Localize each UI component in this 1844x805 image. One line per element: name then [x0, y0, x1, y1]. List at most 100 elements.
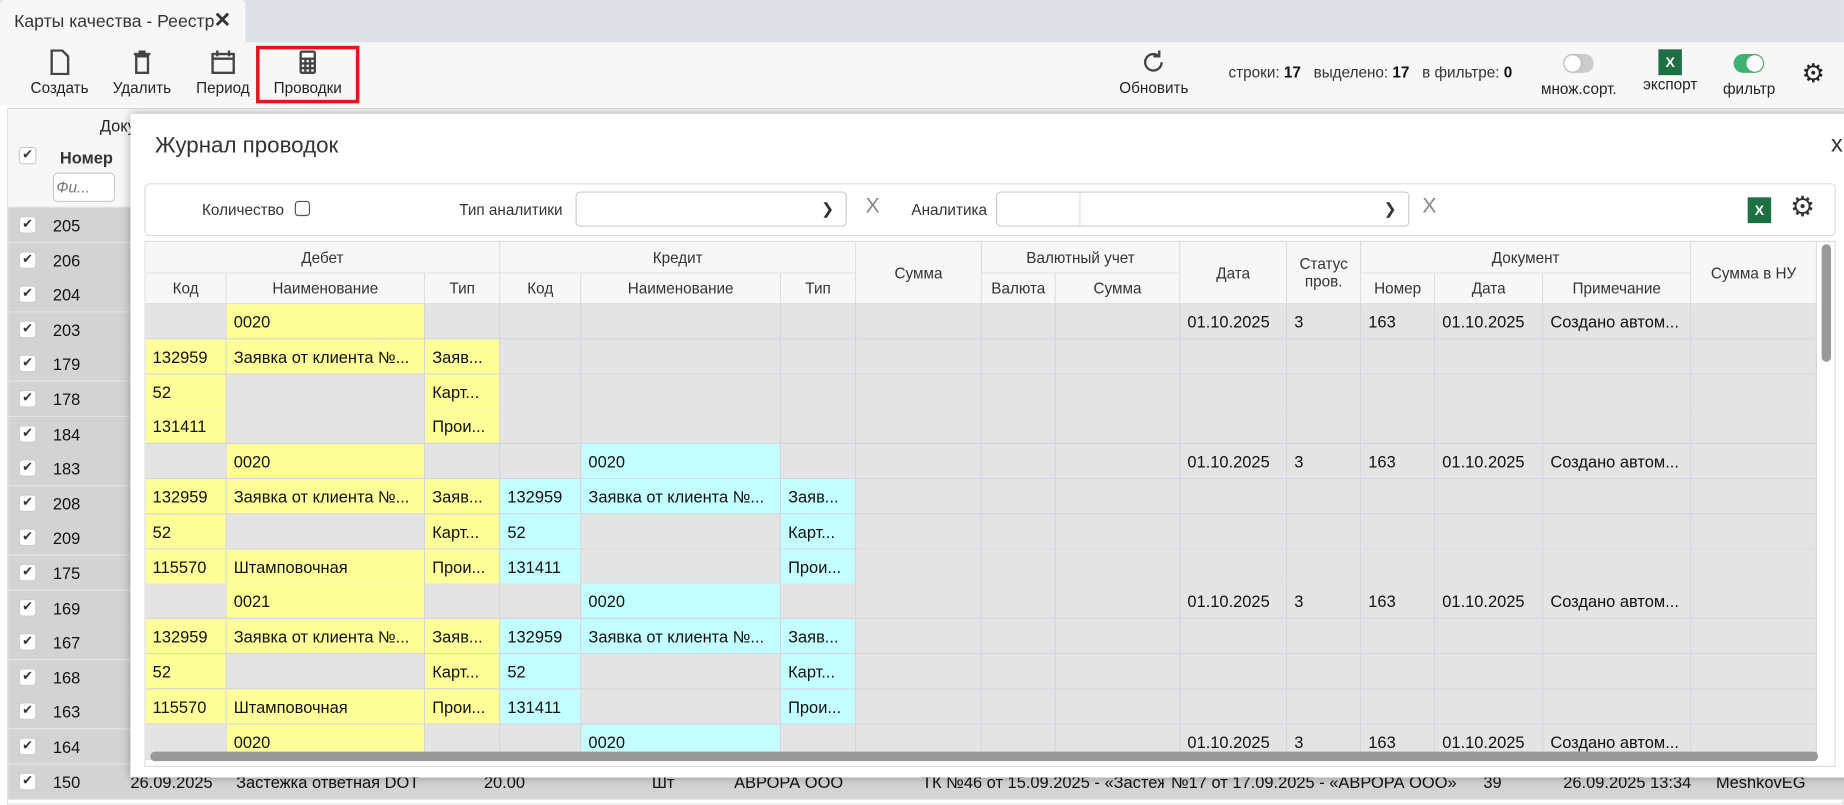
grid-cell[interactable]: [1287, 654, 1362, 690]
grid-cell[interactable]: [581, 689, 782, 725]
grid-cell[interactable]: [1361, 654, 1436, 690]
grid-cell[interactable]: [856, 339, 982, 375]
row-checkbox[interactable]: ✔: [18, 355, 37, 373]
grid-cell[interactable]: Заявка от клиента №...: [226, 619, 426, 655]
postings-button[interactable]: Проводки: [274, 49, 342, 96]
grid-cell[interactable]: Карт...: [425, 654, 501, 690]
grid-cell[interactable]: [856, 584, 982, 620]
grid-cell[interactable]: [500, 374, 582, 410]
grid-cell[interactable]: Заяв...: [425, 479, 501, 515]
row-checkbox[interactable]: ✔: [18, 494, 37, 512]
row-checkbox[interactable]: ✔: [18, 772, 37, 790]
grid-cell[interactable]: [1055, 374, 1181, 410]
grid-cell[interactable]: [1180, 689, 1288, 725]
grid-cell[interactable]: 132959: [145, 479, 227, 515]
grid-cell[interactable]: [226, 409, 426, 445]
settings-button[interactable]: ⚙: [1802, 59, 1825, 90]
grid-cell[interactable]: [1180, 619, 1288, 655]
grid-cell[interactable]: [1691, 689, 1817, 725]
grid-cell[interactable]: [1180, 479, 1288, 515]
grid-cell[interactable]: Заяв...: [425, 339, 501, 375]
close-modal-button[interactable]: x: [1831, 131, 1843, 158]
grid-cell[interactable]: [1691, 514, 1817, 550]
grid-cell[interactable]: [781, 409, 857, 445]
grid-cell[interactable]: 0020: [581, 584, 782, 620]
grid-cell[interactable]: [226, 374, 426, 410]
grid-cell[interactable]: [1435, 654, 1544, 690]
grid-cell[interactable]: [581, 339, 782, 375]
grid-cell[interactable]: [981, 339, 1056, 375]
grid-cell[interactable]: [581, 409, 782, 445]
vertical-scrollbar[interactable]: [1821, 244, 1832, 362]
grid-cell[interactable]: [1287, 479, 1362, 515]
grid-cell[interactable]: Карт...: [781, 654, 857, 690]
grid-cell[interactable]: [1180, 654, 1288, 690]
grid-cell[interactable]: [1287, 619, 1362, 655]
grid-cell[interactable]: 01.10.2025: [1435, 584, 1544, 620]
grid-cell[interactable]: 115570: [145, 549, 227, 585]
column-header[interactable]: Статус пров.: [1287, 241, 1362, 305]
grid-cell[interactable]: 01.10.2025: [1180, 304, 1288, 340]
grid-cell[interactable]: [1543, 514, 1692, 550]
grid-cell[interactable]: [856, 689, 982, 725]
grid-cell[interactable]: 3: [1287, 304, 1362, 340]
grid-cell[interactable]: [856, 304, 982, 340]
grid-cell[interactable]: 131411: [500, 689, 582, 725]
grid-cell[interactable]: [1435, 339, 1544, 375]
column-header[interactable]: Сумма в НУ: [1691, 241, 1817, 305]
grid-cell[interactable]: 01.10.2025: [1180, 584, 1288, 620]
grid-cell[interactable]: [1287, 549, 1362, 585]
grid-cell[interactable]: [1055, 444, 1181, 480]
grid-cell[interactable]: 131411: [500, 549, 582, 585]
grid-cell[interactable]: [981, 304, 1056, 340]
grid-cell[interactable]: [581, 654, 782, 690]
grid-cell[interactable]: 01.10.2025: [1435, 304, 1544, 340]
grid-cell[interactable]: [856, 654, 982, 690]
grid-cell[interactable]: [1691, 304, 1817, 340]
grid-cell[interactable]: [226, 514, 426, 550]
analytics-select[interactable]: ❯: [995, 191, 1410, 227]
grid-cell[interactable]: Заявка от клиента №...: [581, 619, 782, 655]
grid-cell[interactable]: Заяв...: [425, 619, 501, 655]
column-header[interactable]: Тип: [781, 273, 857, 305]
grid-cell[interactable]: [1435, 514, 1544, 550]
horizontal-scrollbar[interactable]: [150, 751, 1819, 762]
grid-cell[interactable]: 52: [145, 654, 227, 690]
grid-cell[interactable]: [145, 304, 227, 340]
grid-cell[interactable]: [1361, 374, 1436, 410]
grid-cell[interactable]: [145, 444, 227, 480]
grid-cell[interactable]: [1055, 549, 1181, 585]
row-checkbox[interactable]: ✔: [18, 668, 37, 686]
grid-cell[interactable]: [1287, 514, 1362, 550]
grid-cell[interactable]: [145, 584, 227, 620]
clear-analytics-button[interactable]: X: [1422, 193, 1437, 218]
grid-cell[interactable]: [1055, 304, 1181, 340]
grid-cell[interactable]: [1691, 549, 1817, 585]
grid-cell[interactable]: [781, 444, 857, 480]
column-header[interactable]: Наименование: [226, 273, 426, 305]
grid-cell[interactable]: 163: [1361, 584, 1436, 620]
grid-cell[interactable]: [1691, 409, 1817, 445]
grid-cell[interactable]: [856, 374, 982, 410]
grid-cell[interactable]: [856, 619, 982, 655]
grid-cell[interactable]: [1691, 479, 1817, 515]
grid-cell[interactable]: [981, 374, 1056, 410]
grid-cell[interactable]: [856, 549, 982, 585]
grid-cell[interactable]: [1361, 689, 1436, 725]
column-header[interactable]: Код: [500, 273, 582, 305]
grid-cell[interactable]: 01.10.2025: [1435, 444, 1544, 480]
grid-cell[interactable]: 0021: [226, 584, 426, 620]
row-checkbox[interactable]: ✔: [18, 702, 37, 721]
row-checkbox[interactable]: ✔: [18, 389, 37, 408]
grid-cell[interactable]: [1055, 514, 1181, 550]
row-checkbox[interactable]: ✔: [18, 320, 37, 339]
column-header[interactable]: Номер: [1361, 273, 1436, 305]
row-checkbox[interactable]: ✔: [18, 598, 37, 617]
grid-cell[interactable]: 163: [1361, 304, 1436, 340]
group-header[interactable]: Кредит: [500, 241, 857, 274]
grid-cell[interactable]: [1180, 549, 1288, 585]
row-checkbox[interactable]: ✔: [18, 563, 37, 582]
clear-analytics-type-button[interactable]: X: [865, 193, 880, 218]
grid-cell[interactable]: 01.10.2025: [1180, 444, 1288, 480]
